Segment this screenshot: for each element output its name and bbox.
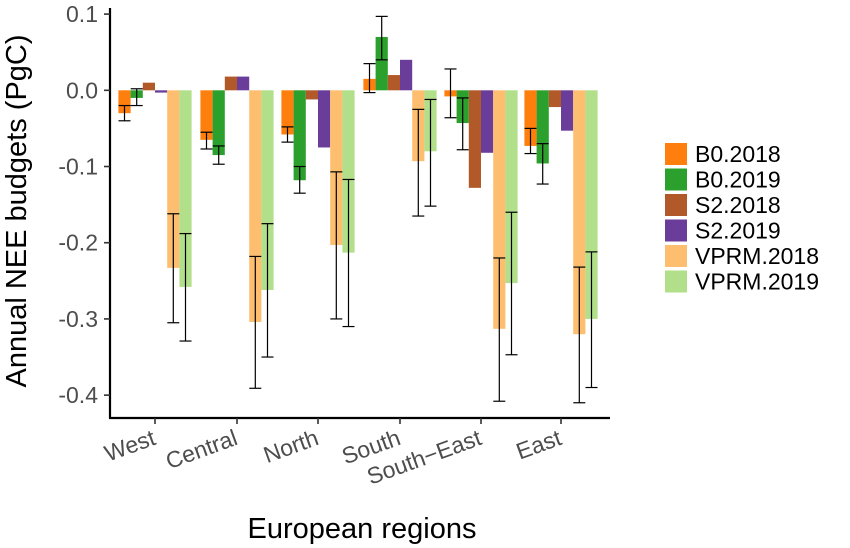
bar <box>387 75 400 91</box>
error-bar <box>261 223 274 358</box>
bar <box>548 90 561 108</box>
legend-swatch <box>665 194 687 216</box>
x-axis-title: European regions <box>248 513 477 545</box>
bar <box>561 90 574 131</box>
legend-label: S2.2018 <box>695 192 781 218</box>
bar <box>212 90 225 156</box>
error-bar <box>249 255 262 389</box>
x-tick-label: North <box>260 424 322 468</box>
bar <box>167 90 180 268</box>
error-bar <box>493 257 506 402</box>
y-tick-label: 0.0 <box>66 77 98 103</box>
bar <box>375 36 388 91</box>
error-bar <box>118 104 131 122</box>
error-bar <box>293 165 306 194</box>
x-tick-label: West <box>101 424 159 466</box>
bar <box>249 90 262 322</box>
bars-layer <box>118 36 598 335</box>
error-bar <box>281 126 294 143</box>
legend-label: B0.2018 <box>695 141 781 167</box>
bar <box>305 90 318 100</box>
error-bar <box>179 232 192 342</box>
bar <box>342 90 355 253</box>
error-bar <box>342 178 355 328</box>
error-bar <box>375 15 388 61</box>
legend-label: VPRM.2019 <box>695 269 819 295</box>
error-bar <box>200 131 213 150</box>
bar <box>118 90 131 114</box>
legend-label: B0.2019 <box>695 167 781 193</box>
error-bar <box>412 108 425 217</box>
error-bar <box>444 68 457 119</box>
bar <box>318 90 331 148</box>
bar <box>293 90 306 181</box>
y-tick-label: -0.2 <box>58 230 98 256</box>
bar <box>200 90 213 140</box>
bar <box>536 90 549 164</box>
bar <box>524 90 537 146</box>
error-bar <box>424 98 437 207</box>
error-bar <box>524 127 537 155</box>
error-bar <box>130 88 143 107</box>
bar <box>330 90 343 245</box>
error-bar <box>330 171 343 320</box>
y-tick-label: -0.4 <box>58 382 98 408</box>
y-axis-title: Annual NEE budgets (PgC) <box>1 34 33 387</box>
bar <box>224 76 237 91</box>
bar <box>505 90 518 284</box>
legend-swatch <box>665 219 687 242</box>
bar <box>142 82 155 91</box>
error-bar <box>536 143 549 185</box>
legend-label: S2.2019 <box>695 218 781 244</box>
x-tick-label: East <box>513 424 566 464</box>
legend-swatch <box>665 143 687 165</box>
bar <box>468 90 481 188</box>
legend-label: VPRM.2018 <box>695 243 819 269</box>
y-tick-label: -0.3 <box>58 306 98 332</box>
error-bar <box>363 63 376 94</box>
bar <box>237 76 250 91</box>
error-bars-layer <box>118 15 598 404</box>
x-tick-label: Central <box>162 424 241 474</box>
bar <box>179 90 192 287</box>
legend-swatch <box>665 245 687 267</box>
bar <box>281 90 294 135</box>
error-bar <box>167 213 180 324</box>
error-bar <box>456 97 469 151</box>
legend: B0.2018B0.2019S2.2018S2.2019VPRM.2018VPR… <box>665 141 819 295</box>
error-bar <box>585 251 598 389</box>
error-bar <box>505 211 518 356</box>
bar <box>481 90 494 153</box>
error-bar <box>212 145 225 165</box>
bar <box>261 90 274 290</box>
bar <box>573 90 586 335</box>
legend-swatch <box>665 168 687 191</box>
y-tick-label: -0.1 <box>58 154 98 180</box>
legend-swatch <box>665 270 687 293</box>
bar <box>585 90 598 319</box>
y-tick-label: 0.1 <box>66 1 98 27</box>
bar <box>155 90 168 93</box>
bar <box>493 90 506 329</box>
error-bar <box>573 266 586 404</box>
bar <box>400 59 413 91</box>
